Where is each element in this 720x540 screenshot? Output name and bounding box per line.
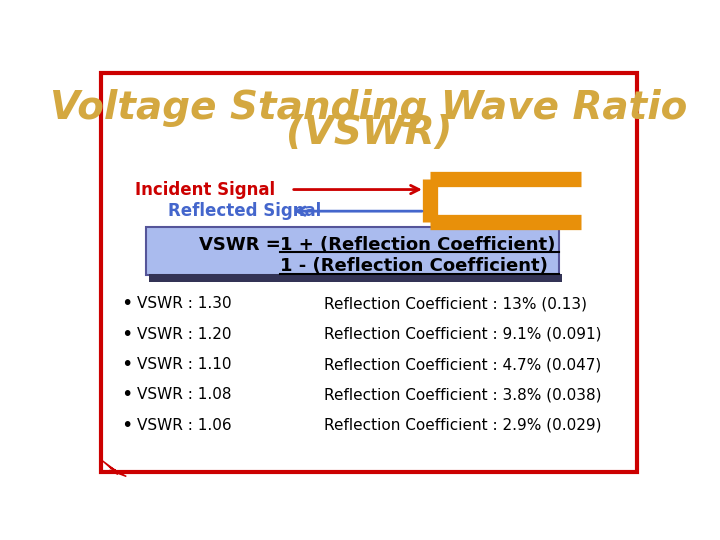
Text: Reflection Coefficient : 13% (0.13): Reflection Coefficient : 13% (0.13) bbox=[324, 296, 588, 312]
Text: Reflection Coefficient : 3.8% (0.038): Reflection Coefficient : 3.8% (0.038) bbox=[324, 387, 602, 402]
Bar bbox=[145, 227, 559, 275]
Text: •: • bbox=[121, 416, 132, 435]
Text: •: • bbox=[121, 294, 132, 313]
Text: VSWR : 1.08: VSWR : 1.08 bbox=[138, 387, 232, 402]
Text: VSWR =: VSWR = bbox=[199, 236, 287, 254]
Text: VSWR : 1.30: VSWR : 1.30 bbox=[138, 296, 232, 312]
Text: •: • bbox=[121, 325, 132, 344]
Text: VSWR : 1.10: VSWR : 1.10 bbox=[138, 357, 232, 372]
Text: •: • bbox=[121, 355, 132, 374]
Text: •: • bbox=[121, 386, 132, 404]
Text: 1 + (Reflection Coefficient): 1 + (Reflection Coefficient) bbox=[280, 236, 555, 254]
Text: Reflection Coefficient : 9.1% (0.091): Reflection Coefficient : 9.1% (0.091) bbox=[324, 327, 602, 342]
Text: VSWR : 1.20: VSWR : 1.20 bbox=[138, 327, 232, 342]
Text: Incident Signal: Incident Signal bbox=[135, 180, 275, 199]
Text: VSWR : 1.06: VSWR : 1.06 bbox=[138, 418, 232, 433]
Text: (VSWR): (VSWR) bbox=[286, 114, 452, 152]
Text: Reflection Coefficient : 2.9% (0.029): Reflection Coefficient : 2.9% (0.029) bbox=[324, 418, 602, 433]
Text: 1 - (Reflection Coefficient): 1 - (Reflection Coefficient) bbox=[280, 258, 548, 275]
Text: Reflection Coefficient : 4.7% (0.047): Reflection Coefficient : 4.7% (0.047) bbox=[324, 357, 602, 372]
Bar bbox=[148, 274, 562, 282]
Text: Reflected Signal: Reflected Signal bbox=[168, 202, 321, 220]
Text: Voltage Standing Wave Ratio: Voltage Standing Wave Ratio bbox=[50, 90, 688, 127]
Polygon shape bbox=[102, 461, 126, 476]
